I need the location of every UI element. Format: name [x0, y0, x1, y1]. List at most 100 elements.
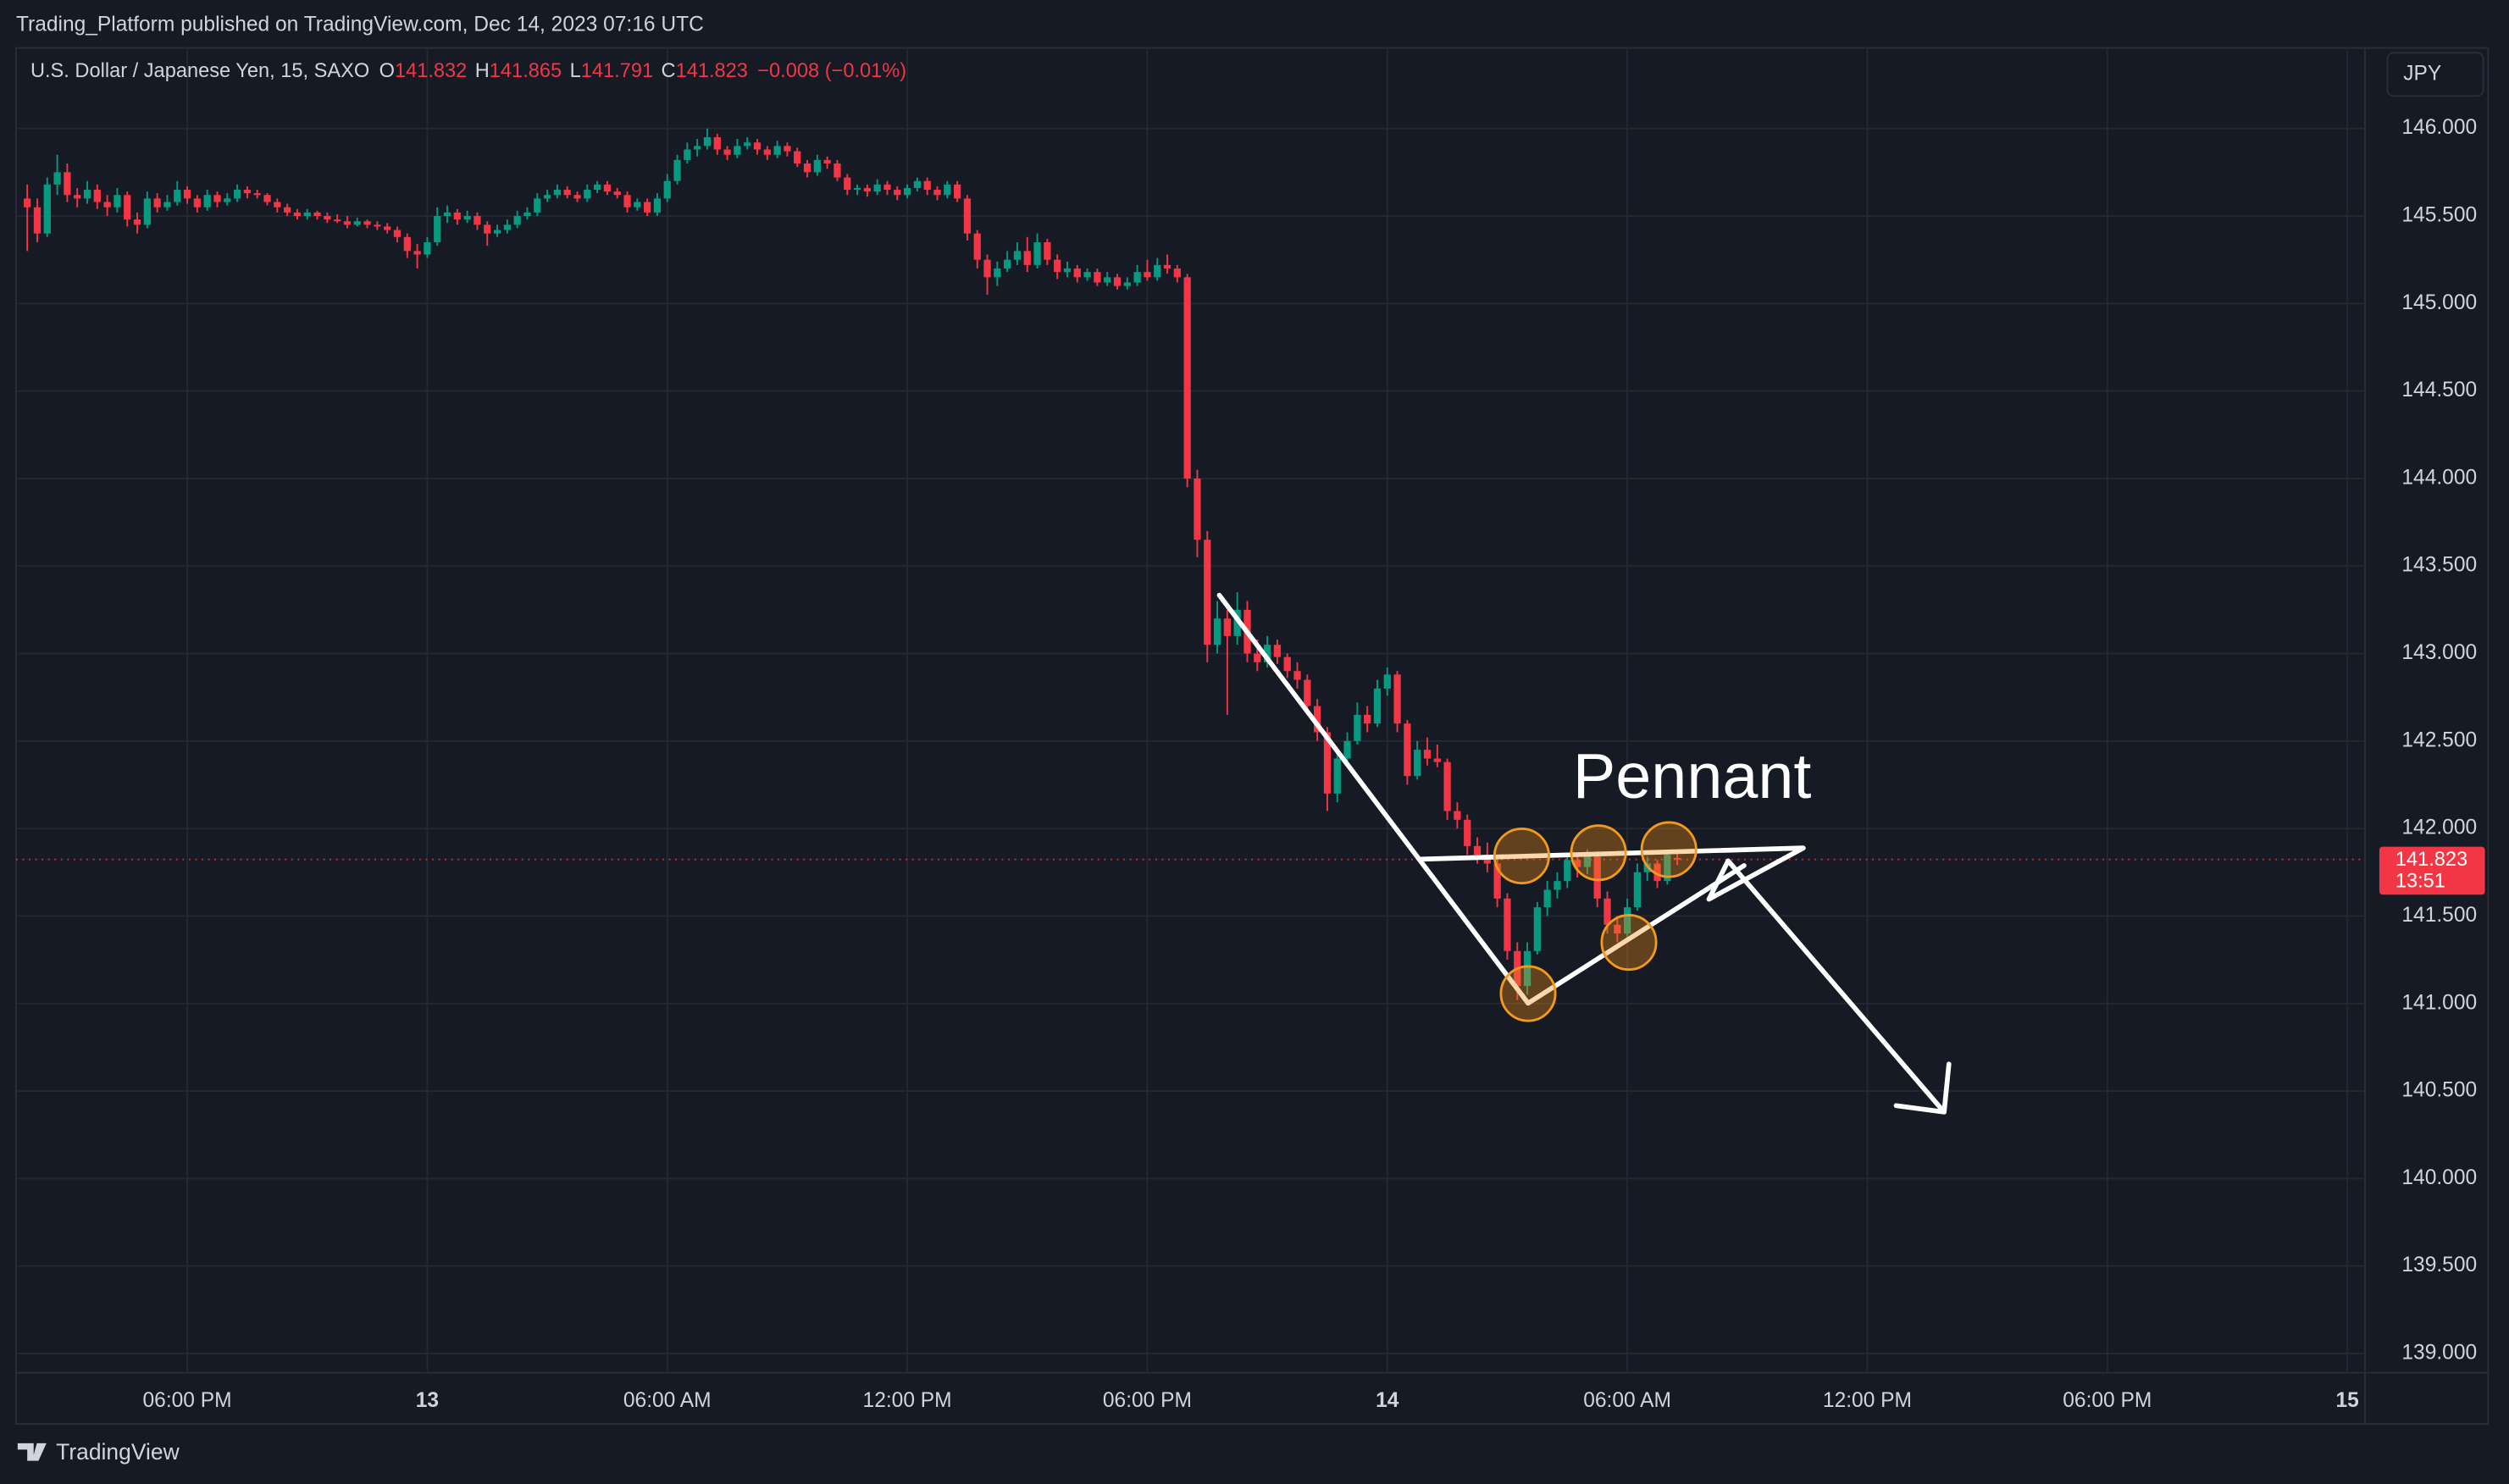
- logo: [17, 1442, 47, 1461]
- candle-body: [224, 198, 231, 202]
- candle-body: [844, 177, 851, 191]
- candle-body: [673, 159, 681, 181]
- candle-body: [923, 180, 931, 191]
- candle-body: [803, 163, 811, 173]
- highlight-circle: [1493, 828, 1550, 885]
- trend-line: [1216, 592, 1747, 1006]
- currency-button[interactable]: [2386, 52, 2484, 97]
- candle-body: [83, 190, 91, 199]
- candle-body: [1623, 907, 1631, 934]
- candle-body: [1063, 268, 1072, 273]
- candle-body: [1564, 860, 1571, 882]
- x-tick-label: 06:00 PM: [2063, 1389, 2152, 1412]
- candle-body: [523, 212, 531, 217]
- y-tick-label: 146.000: [2401, 116, 2477, 139]
- candle-body: [973, 233, 981, 260]
- candle-body: [694, 146, 701, 150]
- candle-body: [573, 195, 581, 199]
- x-tick-label: 06:00 AM: [623, 1389, 712, 1412]
- candle-body: [1414, 750, 1421, 777]
- candle-body: [1443, 761, 1451, 811]
- candle-body: [353, 221, 361, 225]
- candle-body: [1364, 714, 1371, 724]
- candle-body: [1603, 898, 1611, 925]
- candle-body: [124, 195, 131, 220]
- candle-body: [773, 146, 781, 155]
- candle-body: [1273, 645, 1282, 657]
- candle-body: [1493, 863, 1501, 899]
- published-line: Trading_Platform published on TradingVie…: [16, 14, 704, 36]
- candle-body: [1554, 881, 1561, 890]
- y-tick-label: 145.000: [2401, 291, 2477, 314]
- candle-body: [534, 198, 541, 213]
- candle-body: [723, 149, 731, 155]
- y-tick-label: 139.000: [2401, 1341, 2477, 1364]
- x-tick-label: 06:00 PM: [1103, 1389, 1192, 1412]
- candle-body: [463, 216, 471, 220]
- highlights: [1493, 821, 1698, 1022]
- candle-body: [1223, 618, 1232, 636]
- candle-body: [1283, 656, 1291, 672]
- candle-body: [1304, 679, 1311, 706]
- candle-body: [903, 187, 911, 196]
- y-tick-label: 144.500: [2401, 379, 2477, 401]
- candle-body: [753, 142, 762, 150]
- candle-body: [1263, 645, 1271, 662]
- candle-body: [1194, 478, 1201, 540]
- frame: [15, 47, 2490, 1426]
- x-tick-label: 14: [1376, 1389, 1399, 1412]
- candle-body: [1653, 863, 1661, 882]
- candle-body: [253, 193, 261, 196]
- candle-body: [1204, 540, 1211, 645]
- candle-body: [133, 219, 141, 225]
- highlight-circle: [1499, 965, 1557, 1022]
- highlight-circle: [1640, 821, 1698, 878]
- candle-body: [1543, 889, 1551, 908]
- candle-body: [1293, 671, 1301, 680]
- candle-body: [303, 212, 311, 217]
- candle-body: [663, 180, 671, 199]
- candle-body: [53, 172, 61, 185]
- candle-body: [393, 230, 402, 237]
- candle-body: [174, 190, 181, 202]
- candle-body: [1144, 272, 1151, 278]
- pennant-line: [1418, 845, 1947, 1115]
- legend-label: L: [570, 60, 581, 82]
- footer: TradingView: [17, 1439, 180, 1465]
- candle-body: [334, 219, 341, 222]
- currency[interactable]: JPY: [2403, 62, 2441, 85]
- candle-body: [513, 216, 521, 225]
- legend-label: O: [379, 60, 395, 82]
- candle-body: [443, 212, 451, 217]
- candle-body: [1533, 907, 1542, 951]
- y-tick-label: 140.500: [2401, 1079, 2477, 1102]
- candle-body: [913, 180, 922, 188]
- candle-body: [434, 216, 441, 243]
- candle-body: [114, 195, 121, 208]
- legend: U.S. Dollar / Japanese Yen, 15, SAXO O141…: [30, 60, 906, 82]
- candle-body: [863, 187, 872, 192]
- candle-body: [1213, 618, 1221, 645]
- candle-body: [103, 202, 111, 208]
- price-tag-box: [2379, 846, 2485, 895]
- candle-body: [1354, 714, 1361, 741]
- arrow-head: [1893, 1061, 1952, 1115]
- x-tick-label: 06:00 AM: [1583, 1389, 1671, 1412]
- candle-body: [584, 190, 591, 199]
- candle-body: [794, 151, 801, 164]
- candle-body: [384, 226, 391, 230]
- candle-body: [1123, 282, 1131, 286]
- candle-body: [1314, 706, 1321, 733]
- grid: [15, 47, 2365, 1373]
- candle-body: [563, 190, 571, 196]
- candle-body: [1454, 811, 1461, 820]
- candle-body: [143, 198, 151, 225]
- candle-body: [263, 195, 271, 202]
- open-value: 141.832: [395, 60, 467, 82]
- candle-body: [1033, 242, 1041, 265]
- candle-body: [324, 216, 331, 220]
- y-tick-label: 143.500: [2401, 554, 2477, 577]
- candle-body: [1004, 259, 1011, 269]
- candle-body: [24, 198, 31, 208]
- candle-body: [1183, 277, 1191, 479]
